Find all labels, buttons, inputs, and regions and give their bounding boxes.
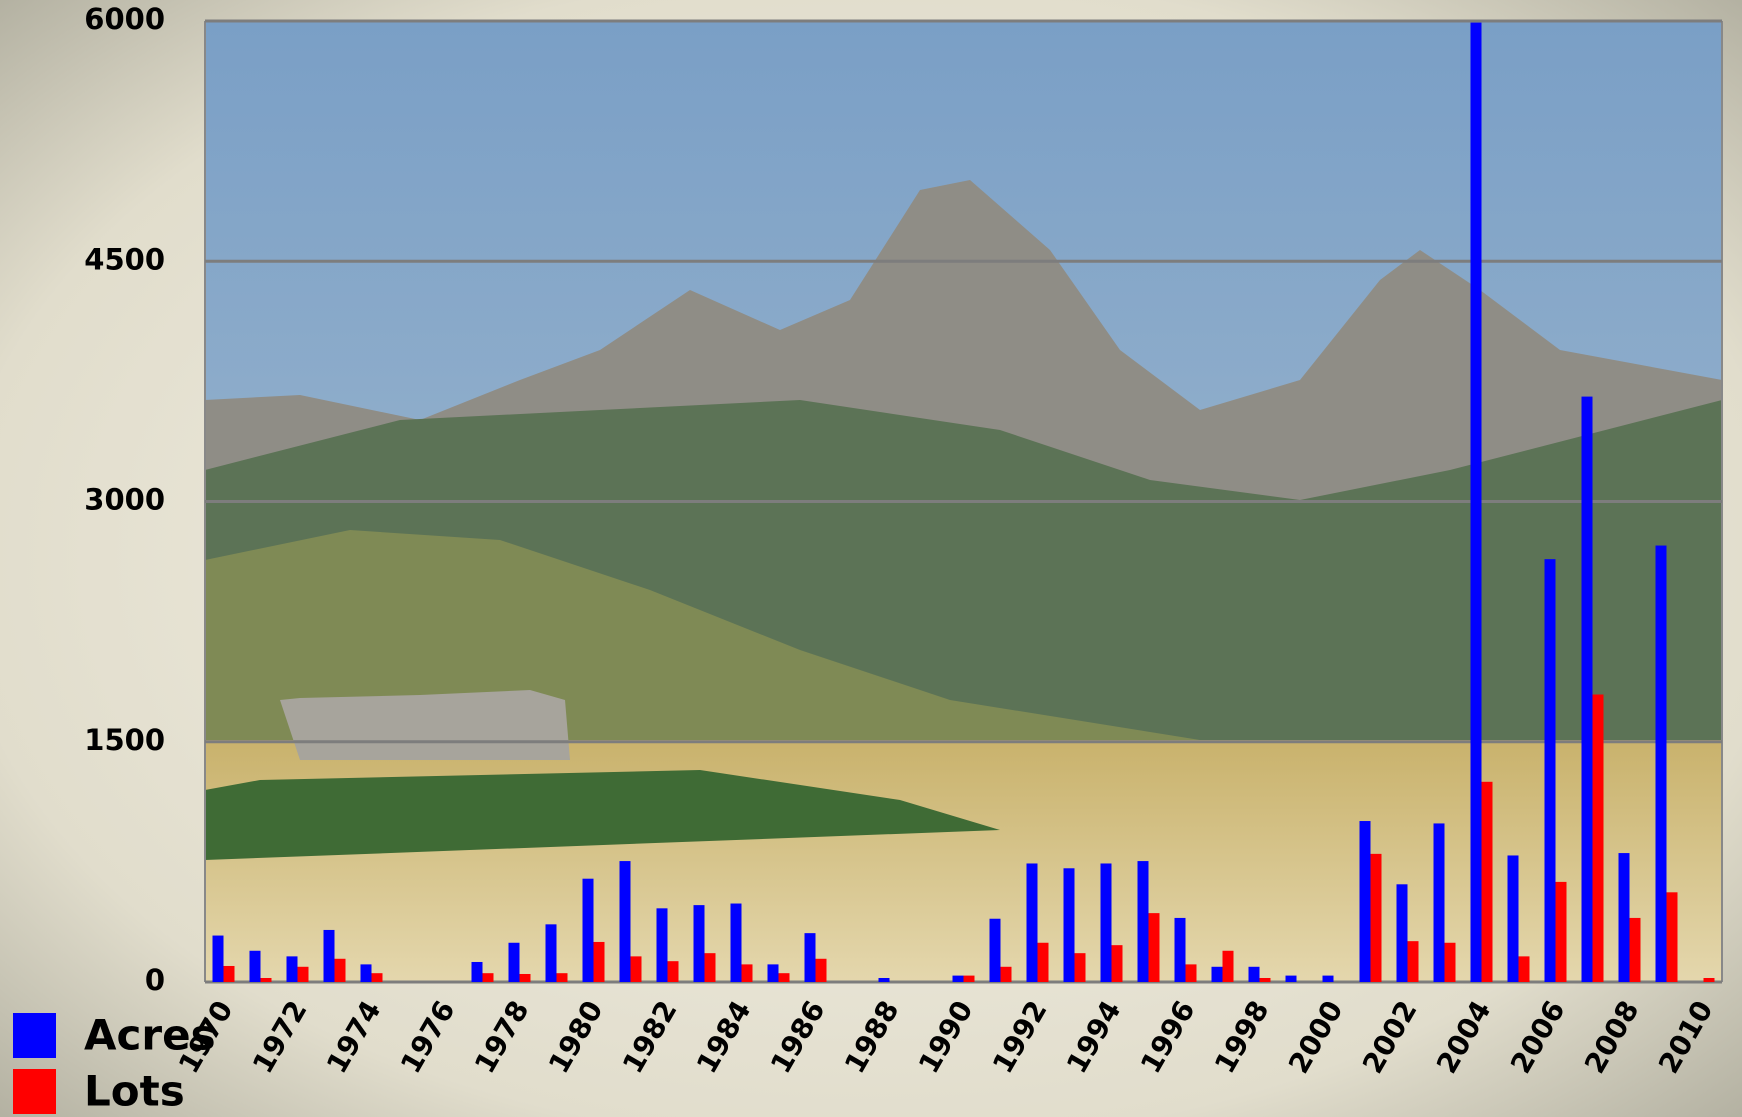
bar — [1185, 964, 1197, 982]
bar — [482, 973, 494, 982]
bar — [1000, 966, 1012, 982]
bar — [1470, 22, 1482, 982]
bar — [741, 964, 753, 982]
bar — [1359, 821, 1371, 982]
bar — [1407, 941, 1419, 982]
bar — [619, 861, 631, 982]
bar — [1629, 917, 1641, 982]
bar — [1037, 942, 1049, 982]
bar — [1322, 975, 1334, 982]
legend-label: Lots — [84, 1067, 185, 1116]
y-tick-label: 4500 — [84, 242, 165, 276]
bar — [730, 903, 742, 982]
bar — [667, 961, 679, 982]
bar — [360, 964, 372, 982]
bar — [1174, 917, 1186, 982]
bar — [1618, 853, 1630, 982]
y-tick-label: 3000 — [84, 483, 165, 517]
bar — [471, 961, 483, 982]
bar — [656, 908, 668, 982]
bar — [1137, 861, 1149, 982]
bar — [1026, 863, 1038, 982]
bar — [1063, 868, 1075, 982]
y-tick-label: 6000 — [84, 2, 165, 36]
bar — [1285, 975, 1297, 982]
bar — [1592, 694, 1604, 982]
bar — [1396, 884, 1408, 982]
bar — [1444, 942, 1456, 982]
legend-swatch — [13, 1069, 56, 1114]
bar — [963, 975, 975, 982]
bar — [260, 977, 272, 982]
bar — [693, 905, 705, 982]
bar — [593, 941, 605, 982]
bar — [1655, 545, 1667, 982]
bar — [1222, 950, 1234, 982]
bar — [371, 973, 383, 982]
bar — [582, 878, 594, 982]
y-axis: 0 1500 3000 4500 6000 — [84, 2, 1723, 997]
bar — [545, 924, 557, 982]
bar — [1259, 977, 1271, 982]
bar — [1111, 945, 1123, 982]
bar — [1703, 977, 1715, 982]
y-tick-label: 0 — [145, 963, 165, 997]
bar — [508, 942, 520, 982]
bar — [297, 966, 309, 982]
bar — [989, 918, 1001, 982]
bar — [1433, 823, 1445, 982]
bar — [212, 935, 224, 982]
bar — [1148, 913, 1160, 982]
bar — [952, 975, 964, 982]
bars — [212, 22, 1715, 982]
legend-label: Acres — [84, 1011, 216, 1060]
bar — [286, 956, 298, 982]
bar — [519, 973, 531, 982]
bar — [334, 958, 346, 982]
bar — [1581, 396, 1593, 982]
bar — [815, 958, 827, 982]
bar — [778, 973, 790, 982]
bar — [1507, 855, 1519, 982]
bar — [704, 953, 716, 982]
bar — [878, 977, 890, 982]
y-tick-label: 1500 — [84, 723, 165, 757]
bar — [630, 956, 642, 982]
bar — [804, 933, 816, 982]
bar — [323, 929, 335, 982]
bar — [1481, 781, 1493, 982]
bar — [1211, 966, 1223, 982]
bar — [223, 965, 235, 982]
bar — [1248, 966, 1260, 982]
bar — [1370, 853, 1382, 982]
bar — [1518, 956, 1530, 982]
legend-swatch — [13, 1013, 56, 1058]
bar — [1666, 892, 1678, 982]
bar — [1544, 559, 1556, 982]
bar — [1555, 881, 1567, 982]
bar — [1074, 953, 1086, 982]
bar — [556, 973, 568, 982]
bar — [767, 964, 779, 982]
bar — [1100, 863, 1112, 982]
bar — [249, 950, 261, 982]
